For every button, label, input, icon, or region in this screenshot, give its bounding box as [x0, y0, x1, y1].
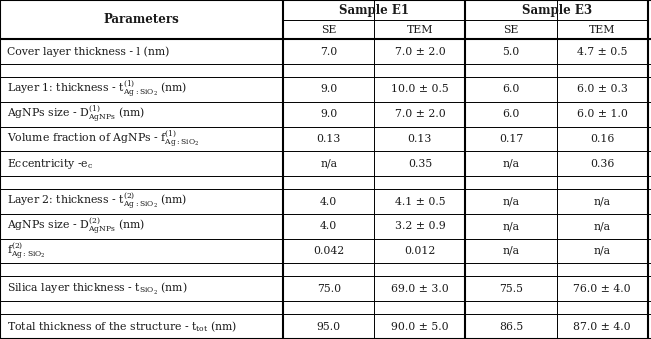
Text: 0.17: 0.17	[499, 134, 523, 144]
Text: 7.0 ± 2.0: 7.0 ± 2.0	[395, 109, 445, 119]
Text: 5.0: 5.0	[503, 47, 519, 57]
Text: n/a: n/a	[503, 159, 519, 169]
Text: 75.0: 75.0	[316, 284, 341, 294]
Text: 7.0 ± 2.0: 7.0 ± 2.0	[395, 47, 445, 57]
Text: Parameters: Parameters	[104, 13, 180, 26]
Text: 0.042: 0.042	[313, 246, 344, 256]
Text: Cover layer thickness - l (nm): Cover layer thickness - l (nm)	[7, 46, 169, 57]
Text: Sample E1: Sample E1	[339, 4, 409, 17]
Text: 4.7 ± 0.5: 4.7 ± 0.5	[577, 47, 628, 57]
Text: n/a: n/a	[594, 246, 611, 256]
Text: 86.5: 86.5	[499, 322, 523, 332]
Text: n/a: n/a	[594, 221, 611, 231]
Text: 75.5: 75.5	[499, 284, 523, 294]
Text: AgNPs size - D$_{\mathregular{AgNPs}}^{\mathregular{(2)}}$ (nm): AgNPs size - D$_{\mathregular{AgNPs}}^{\…	[7, 216, 145, 237]
Text: 3.2 ± 0.9: 3.2 ± 0.9	[395, 221, 445, 231]
Text: AgNPs size - D$_{\mathregular{AgNPs}}^{\mathregular{(1)}}$ (nm): AgNPs size - D$_{\mathregular{AgNPs}}^{\…	[7, 104, 145, 125]
Text: TEM: TEM	[407, 25, 433, 35]
Text: f$_{\mathregular{Ag:SiO_2}}^{\mathregular{(2)}}$: f$_{\mathregular{Ag:SiO_2}}^{\mathregula…	[7, 240, 46, 262]
Text: SE: SE	[321, 25, 337, 35]
Text: 9.0: 9.0	[320, 84, 337, 95]
Text: TEM: TEM	[589, 25, 615, 35]
Text: 4.0: 4.0	[320, 221, 337, 231]
Text: 6.0 ± 0.3: 6.0 ± 0.3	[577, 84, 628, 95]
Text: 76.0 ± 4.0: 76.0 ± 4.0	[574, 284, 631, 294]
Text: 4.0: 4.0	[320, 197, 337, 206]
Text: 69.0 ± 3.0: 69.0 ± 3.0	[391, 284, 449, 294]
Text: SE: SE	[503, 25, 519, 35]
Text: Total thickness of the structure - t$_{\mathregular{tot}}$ (nm): Total thickness of the structure - t$_{\…	[7, 319, 237, 334]
Text: 6.0 ± 1.0: 6.0 ± 1.0	[577, 109, 628, 119]
Text: n/a: n/a	[503, 197, 519, 206]
Text: Layer 1: thickness - t$_{\mathregular{Ag:SiO_2}}^{\mathregular{(1)}}$ (nm): Layer 1: thickness - t$_{\mathregular{Ag…	[7, 79, 187, 100]
Text: 90.0 ± 5.0: 90.0 ± 5.0	[391, 322, 449, 332]
Text: 0.012: 0.012	[404, 246, 436, 256]
Text: 87.0 ± 4.0: 87.0 ± 4.0	[574, 322, 631, 332]
Text: n/a: n/a	[320, 159, 337, 169]
Text: n/a: n/a	[594, 197, 611, 206]
Text: 0.16: 0.16	[590, 134, 615, 144]
Text: 0.13: 0.13	[408, 134, 432, 144]
Text: 6.0: 6.0	[503, 109, 519, 119]
Text: 7.0: 7.0	[320, 47, 337, 57]
Text: 6.0: 6.0	[503, 84, 519, 95]
Text: 95.0: 95.0	[316, 322, 341, 332]
Text: Volume fraction of AgNPs - f$_{\mathregular{Ag:SiO_2}}^{\mathregular{(1)}}$: Volume fraction of AgNPs - f$_{\mathregu…	[7, 128, 199, 149]
Text: 0.35: 0.35	[408, 159, 432, 169]
Text: n/a: n/a	[503, 221, 519, 231]
Text: Layer 2: thickness - t$_{\mathregular{Ag:SiO_2}}^{\mathregular{(2)}}$ (nm): Layer 2: thickness - t$_{\mathregular{Ag…	[7, 191, 187, 212]
Text: n/a: n/a	[503, 246, 519, 256]
Text: 0.36: 0.36	[590, 159, 615, 169]
Text: 0.13: 0.13	[316, 134, 341, 144]
Text: Silica layer thickness - t$_{\mathregular{SiO_2}}$ (nm): Silica layer thickness - t$_{\mathregula…	[7, 281, 187, 297]
Text: 9.0: 9.0	[320, 109, 337, 119]
Text: 4.1 ± 0.5: 4.1 ± 0.5	[395, 197, 445, 206]
Text: Eccentricity -e$_{\mathregular{c}}$: Eccentricity -e$_{\mathregular{c}}$	[7, 157, 93, 171]
Text: 10.0 ± 0.5: 10.0 ± 0.5	[391, 84, 449, 95]
Text: Sample E3: Sample E3	[521, 4, 592, 17]
